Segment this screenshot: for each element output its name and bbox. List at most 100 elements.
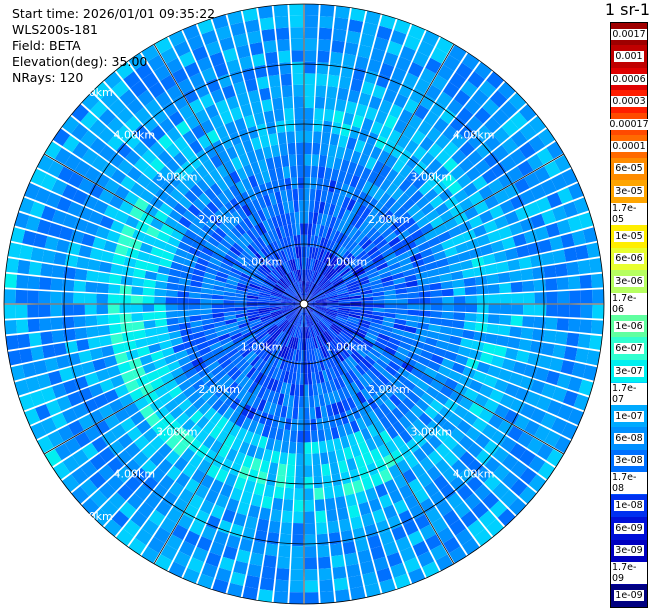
range-gate-cell [358, 235, 370, 247]
range-gate-cell [546, 141, 564, 159]
range-gate-cell [317, 545, 330, 558]
range-gate-cell [294, 282, 300, 294]
range-gate-cell [356, 417, 367, 431]
range-gate-cell [188, 292, 201, 299]
range-gate-cell [346, 198, 357, 212]
range-gate-cell [314, 499, 326, 512]
range-gate-cell [304, 557, 318, 570]
range-gate-cell [154, 296, 166, 304]
range-gate-cell [380, 275, 394, 283]
range-gate-cell [33, 233, 48, 248]
range-gate-cell [456, 419, 472, 435]
range-gate-cell [254, 446, 265, 460]
range-gate-cell [141, 44, 159, 62]
range-gate-cell [335, 496, 347, 509]
range-gate-cell [289, 337, 295, 349]
range-gate-cell [190, 184, 204, 198]
range-gate-cell [519, 449, 536, 467]
range-gate-cell [258, 589, 273, 603]
range-gate-cell [257, 331, 268, 341]
range-gate-cell [272, 288, 284, 295]
range-gate-cell [318, 440, 327, 454]
range-gate-cell [87, 337, 101, 349]
range-gate-cell [460, 259, 474, 270]
range-gate-cell [573, 394, 589, 411]
range-gate-cell [201, 67, 217, 83]
range-gate-cell [467, 150, 483, 166]
range-gate-cell [307, 281, 312, 293]
range-gate-cell [315, 510, 327, 523]
range-gate-cell [384, 479, 398, 494]
range-gate-cell [366, 131, 379, 146]
range-gate-cell [201, 246, 214, 257]
range-gate-cell [121, 331, 135, 342]
range-gate-cell [489, 500, 508, 518]
range-gate-cell [364, 355, 376, 366]
range-gate-cell [40, 331, 54, 345]
range-gate-cell [223, 304, 235, 308]
range-gate-cell [389, 201, 402, 214]
range-gate-cell [342, 541, 356, 555]
range-gate-cell [426, 268, 440, 278]
range-gate-cell [281, 85, 293, 98]
colorbar-level: 3e-05 [611, 180, 647, 203]
range-gate-cell [210, 365, 224, 377]
range-gate-cell [262, 449, 273, 462]
range-gate-cell [284, 177, 292, 190]
range-gate-cell [372, 362, 385, 374]
range-gate-cell [383, 504, 398, 520]
range-gate-cell [277, 332, 286, 343]
range-gate-cell [430, 216, 444, 229]
range-gate-cell [236, 92, 250, 107]
range-gate-cell [282, 96, 294, 109]
range-gate-cell [435, 202, 449, 216]
range-gate-cell [337, 219, 346, 232]
range-gate-cell [376, 262, 389, 271]
range-gate-cell [358, 128, 370, 143]
range-gate-cell [280, 190, 288, 203]
range-gate-cell [205, 489, 219, 504]
range-gate-cell [443, 435, 458, 451]
range-gate-cell [325, 291, 337, 297]
range-gate-cell [246, 188, 257, 201]
range-gate-cell [275, 568, 290, 581]
range-gate-cell [304, 442, 312, 454]
colorbar-tick-label: 0.0001 [611, 141, 647, 153]
range-gate-cell [335, 146, 346, 159]
range-gate-cell [281, 301, 293, 304]
range-gate-cell [419, 136, 435, 152]
range-gate-cell [38, 304, 51, 318]
range-gate-cell [322, 226, 329, 239]
colorbar-tick-label: 0.0017 [611, 28, 647, 40]
range-gate-cell [38, 290, 51, 304]
range-gate-cell [520, 403, 536, 419]
range-gate-cell [305, 281, 309, 293]
range-gate-cell [459, 451, 475, 467]
range-gate-cell [307, 361, 311, 374]
range-gate-cell [350, 515, 363, 530]
range-gate-cell [223, 188, 235, 202]
range-gate-cell [373, 420, 386, 434]
range-gate-cell [261, 318, 274, 325]
range-gate-cell [355, 232, 366, 244]
range-gate-cell [314, 96, 326, 109]
range-gate-cell [298, 407, 304, 420]
range-gate-cell [321, 318, 331, 328]
range-gate-cell [256, 236, 267, 248]
range-gate-cell [338, 234, 348, 246]
range-gate-cell [280, 405, 288, 418]
range-gate-cell [207, 360, 220, 372]
range-gate-cell [385, 411, 398, 426]
range-gate-cell [369, 250, 382, 260]
range-gate-cell [395, 309, 408, 315]
range-gate-cell [279, 226, 286, 239]
range-gate-cell [318, 334, 325, 347]
range-gate-cell [243, 430, 254, 444]
range-gate-cell [127, 493, 144, 510]
range-gate-cell [501, 453, 519, 471]
colorbar-level: 3e-08 [611, 449, 647, 473]
range-gate-cell [284, 310, 295, 318]
range-gate-cell [358, 375, 370, 388]
range-gate-cell [252, 384, 262, 397]
range-gate-cell [275, 368, 283, 381]
